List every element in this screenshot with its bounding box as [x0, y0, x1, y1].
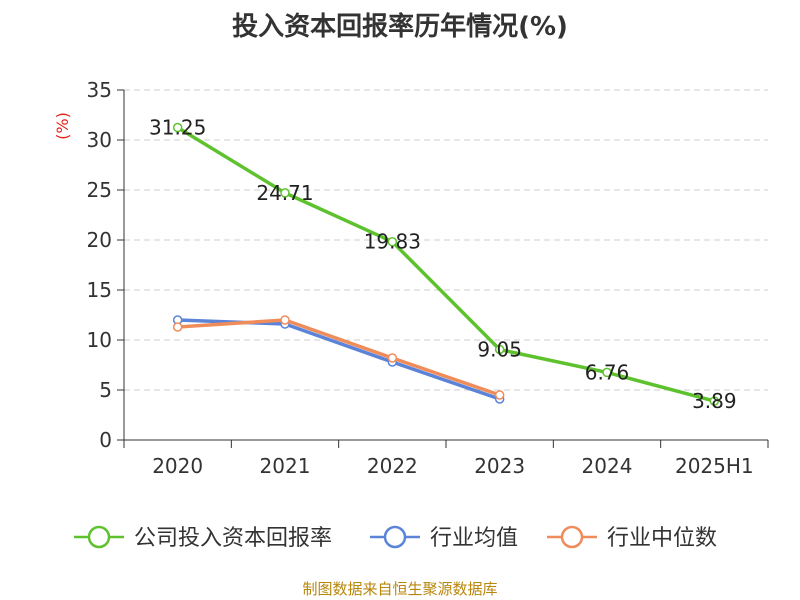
data-label: 31.25	[149, 116, 206, 140]
legend-marker	[87, 525, 111, 549]
x-tick-label: 2021	[260, 454, 311, 478]
y-tick-label: 0	[99, 428, 112, 452]
data-point	[172, 322, 183, 332]
x-tick-label: 2024	[582, 454, 633, 478]
y-tick-label: 15	[87, 278, 112, 302]
data-point	[280, 188, 290, 198]
data-point	[602, 367, 612, 378]
axes: 0 5 10 15 20 25 30 35 2020 2021 2022 2023 2024 2025H1…	[53, 78, 769, 478]
legend-marker	[560, 525, 584, 549]
data-point	[280, 315, 290, 325]
y-tick-label: 10	[87, 328, 112, 352]
data-point	[709, 396, 720, 406]
y-tick-label: 30	[87, 128, 112, 152]
data-point	[387, 236, 398, 247]
data-point	[387, 353, 398, 363]
legend-label: 行业均值	[430, 526, 518, 551]
y-tick-label: 5	[99, 378, 112, 402]
source-note: 制图数据来自恒生聚源数据库	[302, 580, 498, 598]
series-lines	[172, 122, 720, 406]
y-axis-label: (%)	[53, 112, 72, 140]
legend-marker	[383, 525, 407, 549]
y-tick-label: 20	[87, 228, 112, 252]
data-label: 19.83	[364, 230, 421, 254]
data-point	[494, 390, 505, 400]
y-tick-label: 35	[87, 78, 112, 102]
legend: 公司投入资本回报率 行业均值 行业中位数	[74, 525, 717, 551]
legend-label: 行业中位数	[607, 526, 717, 551]
series-line-1	[177, 318, 501, 401]
x-tick-label: 2023	[474, 454, 525, 478]
grid-lines	[124, 89, 768, 391]
data-label: 9.05	[477, 338, 522, 362]
data-label: 3.89	[692, 389, 737, 413]
legend-label: 公司投入资本回报率	[134, 526, 332, 551]
x-tick-label: 2025H1	[675, 454, 754, 478]
chart-title: 投入资本回报率历年情况(%)	[232, 12, 568, 42]
data-point	[494, 344, 505, 355]
x-tick-label: 2020	[152, 454, 203, 478]
data-labels: 31.25 24.71 19.83 9.05 6.76 3.89	[149, 116, 737, 414]
series-line-2	[177, 318, 501, 397]
y-tick-label: 25	[87, 178, 112, 202]
series-line-0	[176, 126, 715, 403]
x-tick-label: 2022	[367, 454, 418, 478]
data-label: 24.71	[256, 181, 313, 205]
data-label: 6.76	[585, 360, 630, 384]
data-point	[172, 122, 183, 133]
